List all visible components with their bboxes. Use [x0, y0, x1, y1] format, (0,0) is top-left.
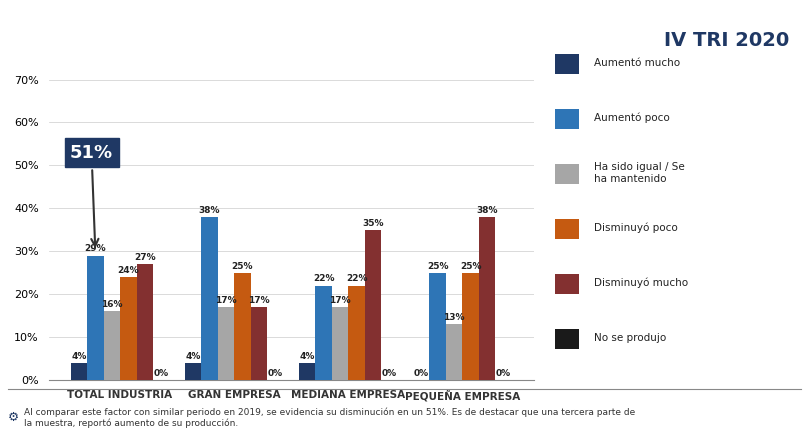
Bar [87, 256, 104, 380]
Bar [137, 264, 153, 380]
Text: Al comparar este factor con similar periodo en 2019, se evidencia su disminución: Al comparar este factor con similar peri… [24, 408, 636, 428]
Text: Ha sido igual / Se
ha mantenido: Ha sido igual / Se ha mantenido [594, 162, 684, 184]
FancyBboxPatch shape [555, 54, 579, 74]
Text: 17%: 17% [215, 296, 237, 305]
Text: 0%: 0% [154, 369, 169, 378]
Bar [332, 307, 349, 380]
Text: 17%: 17% [248, 296, 269, 305]
Bar [120, 277, 137, 380]
FancyBboxPatch shape [555, 109, 579, 129]
Bar [218, 307, 234, 380]
Text: 38%: 38% [477, 206, 498, 215]
Bar [365, 230, 381, 380]
Text: 22%: 22% [345, 274, 367, 283]
Bar [201, 217, 218, 380]
Text: 25%: 25% [460, 261, 481, 270]
Text: 0%: 0% [268, 369, 283, 378]
Bar [104, 311, 120, 380]
Bar [234, 273, 251, 380]
Bar [349, 286, 365, 380]
Text: Disminuyó mucho: Disminuyó mucho [594, 278, 688, 288]
Text: 0%: 0% [496, 369, 511, 378]
Text: 35%: 35% [362, 219, 383, 228]
Bar [479, 217, 495, 380]
Bar [70, 363, 87, 380]
Bar [184, 363, 201, 380]
Bar [430, 273, 446, 380]
Text: IV TRI 2020: IV TRI 2020 [663, 31, 789, 51]
FancyBboxPatch shape [555, 164, 579, 184]
Text: 51%: 51% [70, 143, 113, 246]
Text: 4%: 4% [299, 352, 315, 361]
Text: 0%: 0% [382, 369, 397, 378]
Text: 24%: 24% [117, 266, 139, 275]
Text: 17%: 17% [329, 296, 351, 305]
FancyBboxPatch shape [555, 329, 579, 349]
Text: No se produjo: No se produjo [594, 333, 666, 343]
Bar [446, 324, 463, 380]
Text: 29%: 29% [84, 245, 106, 253]
Bar [463, 273, 479, 380]
Text: 25%: 25% [231, 261, 253, 270]
Text: ⚙: ⚙ [8, 411, 19, 425]
Bar [251, 307, 267, 380]
Text: 22%: 22% [313, 274, 334, 283]
Text: 25%: 25% [427, 261, 448, 270]
Text: Aumentó poco: Aumentó poco [594, 113, 670, 123]
Text: 4%: 4% [185, 352, 201, 361]
Text: VARIACIÓN DE LA PRODUCCIÓN, EN
UNIDADES, CON RESPECTO AL MISMO
TRIMESTRE DEL 201: VARIACIÓN DE LA PRODUCCIÓN, EN UNIDADES,… [14, 27, 235, 62]
Text: Aumentó mucho: Aumentó mucho [594, 58, 680, 68]
FancyBboxPatch shape [555, 274, 579, 294]
FancyBboxPatch shape [555, 219, 579, 239]
Text: 0%: 0% [413, 369, 429, 378]
Text: 13%: 13% [443, 313, 465, 322]
Text: 16%: 16% [101, 300, 123, 309]
Bar [299, 363, 316, 380]
Bar [316, 286, 332, 380]
Text: Disminuyó poco: Disminuyó poco [594, 223, 678, 233]
Text: 4%: 4% [71, 352, 87, 361]
Text: 38%: 38% [199, 206, 220, 215]
Text: 27%: 27% [134, 253, 155, 262]
